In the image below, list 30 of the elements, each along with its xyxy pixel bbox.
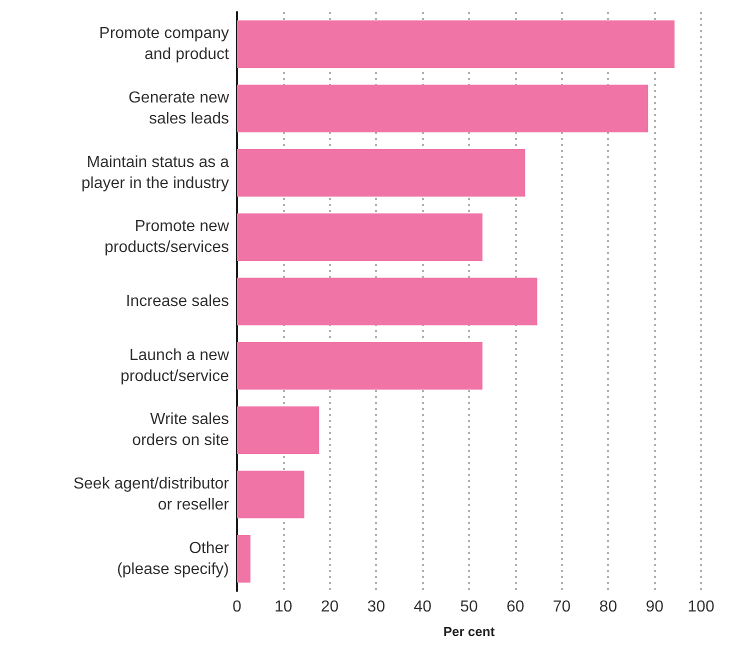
x-axis-title: Per cent [443,624,496,639]
bar [237,213,482,261]
bar [237,470,304,518]
bar [237,406,320,454]
bar [237,278,538,326]
x-tick-label: 100 [688,598,714,616]
x-tick-label: 40 [414,598,432,616]
bar [237,149,526,197]
bar [237,20,675,68]
bar [237,84,648,132]
y-tick-label: Increase sales [126,293,229,310]
y-tick-label: Promote company and product [99,25,230,64]
bar [237,342,482,390]
x-tick-label: 80 [599,598,618,616]
bar [237,535,250,583]
x-tick-label: 50 [460,598,478,616]
y-tick-label: Promote new products/services [104,218,230,256]
y-tick-label: Other (please specify) [116,540,230,578]
x-tick-label: 60 [506,598,524,616]
y-tick-label: Seek agent/distributor or reseller [73,476,230,514]
y-tick-label: Maintain status as a player in the industry [81,154,230,192]
y-tick-label: Generate new sales leads [128,90,230,128]
x-tick-label: 70 [552,598,571,616]
x-tick-label: 30 [367,598,386,616]
x-tick-label: 90 [646,598,664,616]
x-tick-label: 20 [320,598,339,616]
y-tick-label: Launch a new product/service [120,346,230,385]
x-tick-label: 10 [274,598,292,616]
y-tick-label: Write sales orders on site [132,411,230,450]
x-tick-label: 0 [232,598,242,616]
